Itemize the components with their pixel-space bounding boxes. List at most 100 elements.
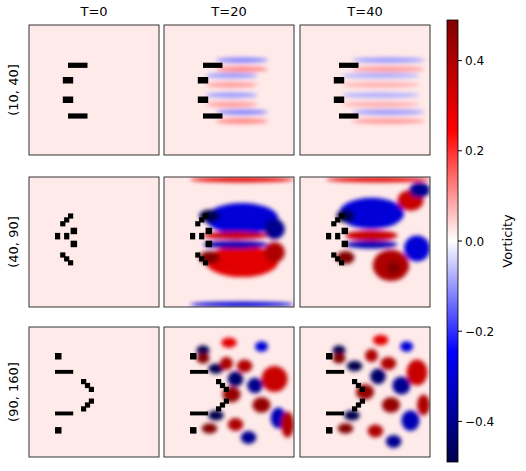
vorticity-field: [197, 337, 295, 444]
vortex: [206, 93, 258, 98]
vortex: [368, 425, 384, 438]
obstacle: [216, 406, 221, 411]
vortex: [206, 82, 258, 87]
obstacle: [195, 221, 200, 226]
obstacle: [339, 113, 359, 118]
obstacle: [63, 77, 73, 84]
obstacle: [206, 228, 213, 235]
obstacle: [55, 427, 62, 434]
vortex: [373, 335, 389, 345]
vortex: [216, 58, 268, 63]
obstacle: [198, 97, 208, 104]
obstacle: [326, 353, 333, 360]
obstacle: [68, 63, 88, 68]
colorbar-tick: [458, 150, 462, 151]
obstacle: [198, 77, 208, 84]
panel-background: [164, 327, 294, 457]
colorbar-tick-label: 0.0: [465, 235, 484, 249]
column-title: T=40: [346, 4, 382, 19]
vortex: [199, 210, 220, 223]
panel-frame: [164, 177, 294, 307]
panel-background: [300, 25, 430, 155]
obstacle: [190, 427, 197, 434]
vortex: [352, 119, 425, 124]
obstacle: [63, 97, 73, 104]
panel-background: [164, 177, 294, 307]
vorticity-field: [333, 335, 431, 448]
obstacle: [55, 370, 73, 374]
vortex: [216, 67, 268, 72]
vortex: [370, 369, 386, 385]
panel-frame: [29, 25, 159, 155]
panel-background: [29, 25, 159, 155]
colorbar-tick-label: 0.2: [465, 144, 484, 158]
obstacle: [190, 412, 208, 416]
obstacle: [352, 406, 357, 411]
vortex: [338, 423, 354, 433]
vortex: [386, 435, 402, 448]
vortex: [344, 410, 360, 420]
obstacle: [71, 228, 78, 235]
vortex: [247, 378, 263, 394]
obstacle: [334, 77, 344, 84]
colorbar-tick: [458, 331, 462, 332]
vortex: [203, 232, 268, 240]
vortex: [387, 262, 400, 275]
vortex: [264, 219, 285, 240]
vortex: [392, 376, 410, 394]
obstacle: [331, 221, 336, 226]
colorbar-tick: [458, 241, 462, 242]
panel-frame: [300, 327, 430, 457]
vortex: [197, 353, 210, 363]
panel: [300, 327, 430, 457]
vortex: [281, 412, 294, 438]
vortex: [352, 110, 425, 115]
obstacle: [68, 113, 88, 118]
vortex: [373, 250, 409, 281]
vortex: [417, 395, 430, 416]
vortex: [241, 431, 257, 444]
obstacle: [190, 353, 197, 360]
figure: T=0T=20T=40(10, 40](40, 90](90, 160]−0.4…: [0, 0, 526, 471]
row-label: (90, 160]: [6, 362, 21, 422]
vortex: [342, 73, 420, 78]
panel-background: [164, 25, 294, 155]
vortex: [202, 423, 218, 433]
obstacle: [71, 241, 78, 248]
panel-frame: [300, 177, 430, 307]
obstacle: [360, 387, 365, 392]
vortex: [400, 341, 413, 351]
vortex: [409, 182, 430, 198]
vortex: [352, 67, 425, 72]
obstacle: [55, 233, 60, 240]
vortex: [255, 341, 268, 351]
vortex: [190, 177, 294, 182]
panel: [164, 327, 294, 457]
vortex: [216, 119, 268, 124]
obstacle: [199, 233, 204, 240]
vortex: [264, 242, 285, 263]
vortex: [382, 397, 400, 413]
colorbar-label: Vorticity: [500, 214, 515, 268]
column-title: T=20: [210, 4, 246, 19]
obstacle: [339, 260, 344, 265]
obstacle: [326, 233, 331, 240]
obstacle: [89, 387, 94, 392]
column-title: T=0: [79, 4, 107, 19]
vortex: [208, 410, 224, 420]
vortex: [407, 360, 428, 386]
vortex: [333, 353, 346, 363]
vortex: [252, 397, 270, 413]
panel: [300, 177, 430, 307]
panel: [29, 25, 159, 155]
panel-background: [29, 177, 159, 307]
vortex: [342, 93, 420, 98]
obstacle: [224, 387, 229, 392]
obstacle: [326, 427, 333, 434]
vortex: [237, 360, 253, 373]
obstacle: [203, 113, 223, 118]
vorticity-field: [190, 177, 294, 307]
obstacle: [342, 241, 349, 248]
vortex: [262, 366, 288, 392]
vortex: [342, 102, 420, 107]
